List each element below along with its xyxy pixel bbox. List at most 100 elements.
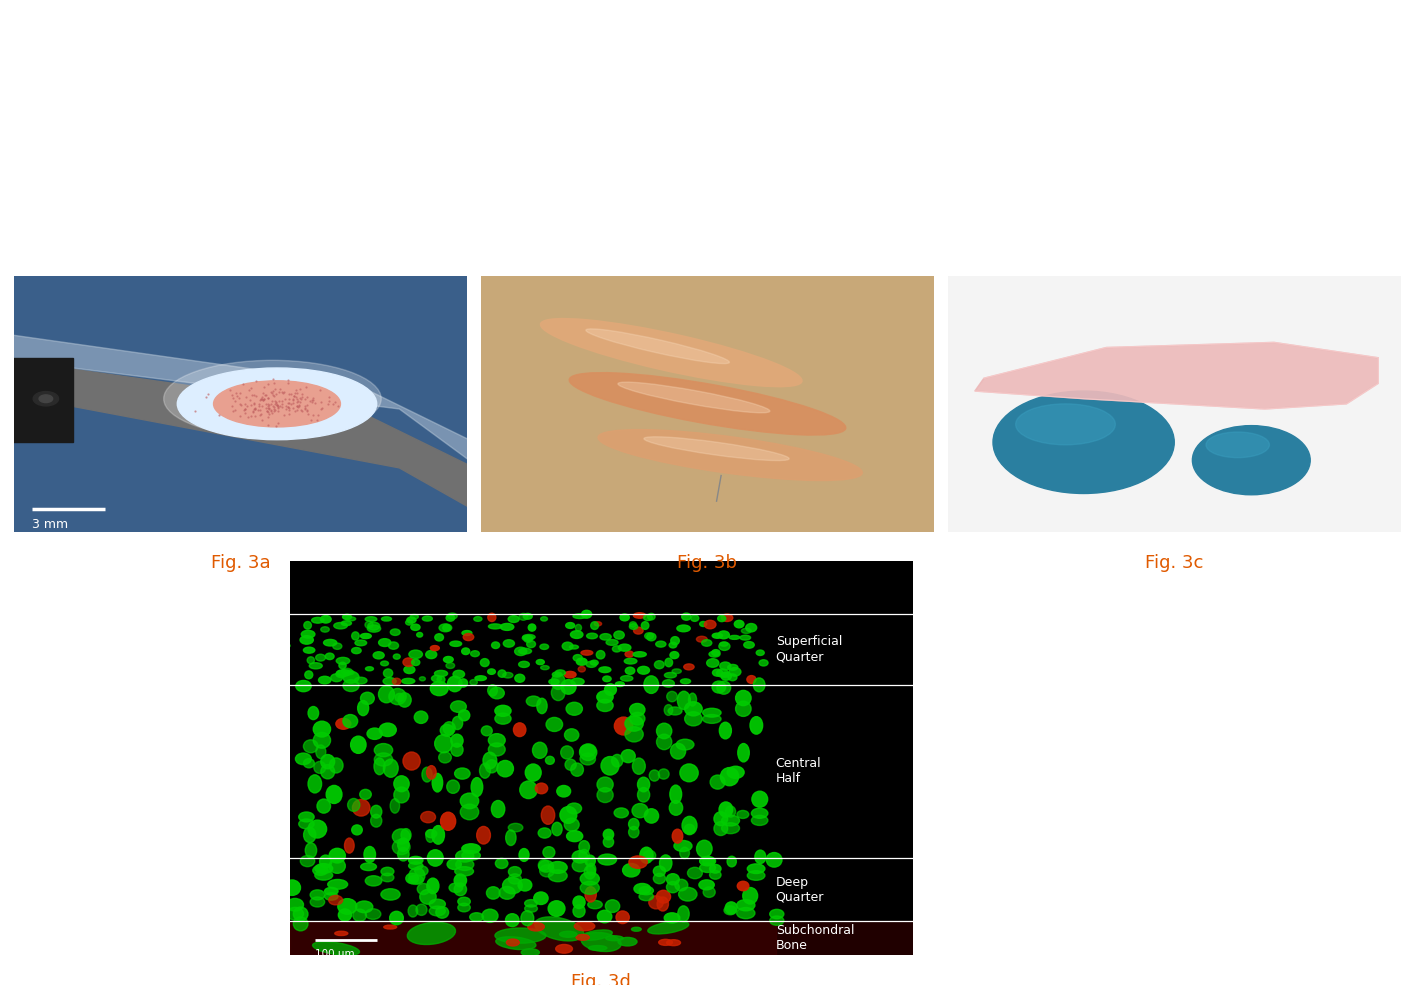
Ellipse shape <box>461 851 480 860</box>
Ellipse shape <box>681 764 698 782</box>
Ellipse shape <box>658 769 669 779</box>
Ellipse shape <box>525 905 538 912</box>
Ellipse shape <box>422 617 433 622</box>
Ellipse shape <box>304 827 316 842</box>
Ellipse shape <box>672 669 681 674</box>
Ellipse shape <box>352 824 362 835</box>
Ellipse shape <box>750 717 763 734</box>
Ellipse shape <box>569 372 846 435</box>
Ellipse shape <box>634 884 651 894</box>
Ellipse shape <box>644 809 658 823</box>
Ellipse shape <box>310 897 324 907</box>
Ellipse shape <box>426 765 436 779</box>
Ellipse shape <box>573 896 584 908</box>
Ellipse shape <box>1193 426 1310 494</box>
Ellipse shape <box>539 860 553 872</box>
Ellipse shape <box>747 864 766 874</box>
Ellipse shape <box>351 736 366 754</box>
Ellipse shape <box>603 836 614 847</box>
Ellipse shape <box>674 840 692 851</box>
Ellipse shape <box>177 368 376 439</box>
Ellipse shape <box>313 866 328 876</box>
Ellipse shape <box>569 645 579 649</box>
Ellipse shape <box>447 859 461 870</box>
Ellipse shape <box>702 639 712 646</box>
Ellipse shape <box>488 734 505 747</box>
Ellipse shape <box>378 686 395 702</box>
Ellipse shape <box>446 615 454 622</box>
Ellipse shape <box>582 650 593 655</box>
Ellipse shape <box>439 624 451 631</box>
Ellipse shape <box>664 913 679 923</box>
Ellipse shape <box>671 744 686 759</box>
Circle shape <box>33 392 58 406</box>
Ellipse shape <box>628 819 640 829</box>
Ellipse shape <box>321 755 335 769</box>
Ellipse shape <box>463 633 474 640</box>
Ellipse shape <box>286 898 304 911</box>
Ellipse shape <box>570 679 584 686</box>
Ellipse shape <box>409 856 423 864</box>
Ellipse shape <box>688 868 702 879</box>
Text: Fig. 3b: Fig. 3b <box>678 554 737 571</box>
Ellipse shape <box>576 935 589 941</box>
Ellipse shape <box>389 689 406 704</box>
Ellipse shape <box>328 895 342 905</box>
Ellipse shape <box>342 672 359 684</box>
Ellipse shape <box>580 872 600 886</box>
Ellipse shape <box>638 666 649 674</box>
Ellipse shape <box>624 658 637 664</box>
Ellipse shape <box>597 788 613 803</box>
Ellipse shape <box>522 635 533 641</box>
Ellipse shape <box>729 635 740 639</box>
Ellipse shape <box>440 725 454 737</box>
Ellipse shape <box>747 676 756 684</box>
Ellipse shape <box>696 840 712 857</box>
Ellipse shape <box>488 685 498 696</box>
Ellipse shape <box>488 624 502 628</box>
Ellipse shape <box>409 868 424 884</box>
Ellipse shape <box>344 838 354 853</box>
Ellipse shape <box>649 770 659 781</box>
Ellipse shape <box>314 864 333 874</box>
Ellipse shape <box>712 681 726 693</box>
Ellipse shape <box>737 744 750 762</box>
Ellipse shape <box>580 882 600 894</box>
Ellipse shape <box>566 702 583 715</box>
Ellipse shape <box>307 657 314 664</box>
Ellipse shape <box>508 867 521 877</box>
Ellipse shape <box>630 622 637 627</box>
Ellipse shape <box>746 624 757 631</box>
Ellipse shape <box>526 640 535 647</box>
Ellipse shape <box>449 883 463 892</box>
Ellipse shape <box>648 895 664 909</box>
Ellipse shape <box>365 909 381 919</box>
Ellipse shape <box>573 655 582 661</box>
Ellipse shape <box>368 623 379 630</box>
Ellipse shape <box>335 718 351 729</box>
Ellipse shape <box>398 692 412 707</box>
Ellipse shape <box>525 764 541 781</box>
Ellipse shape <box>293 907 308 921</box>
Ellipse shape <box>706 659 719 667</box>
Ellipse shape <box>475 676 487 681</box>
Ellipse shape <box>383 669 393 678</box>
Ellipse shape <box>669 801 682 816</box>
Ellipse shape <box>606 639 618 645</box>
Ellipse shape <box>446 663 454 669</box>
Ellipse shape <box>541 318 802 387</box>
Ellipse shape <box>164 361 381 437</box>
Ellipse shape <box>495 858 508 869</box>
Ellipse shape <box>552 822 562 835</box>
Polygon shape <box>290 561 913 955</box>
Ellipse shape <box>541 666 549 670</box>
Ellipse shape <box>502 673 512 678</box>
Ellipse shape <box>614 717 633 735</box>
Ellipse shape <box>320 616 331 624</box>
Ellipse shape <box>715 821 727 835</box>
Ellipse shape <box>330 848 345 863</box>
Ellipse shape <box>328 880 348 889</box>
Ellipse shape <box>391 629 400 635</box>
Ellipse shape <box>392 828 410 844</box>
Ellipse shape <box>713 669 723 676</box>
